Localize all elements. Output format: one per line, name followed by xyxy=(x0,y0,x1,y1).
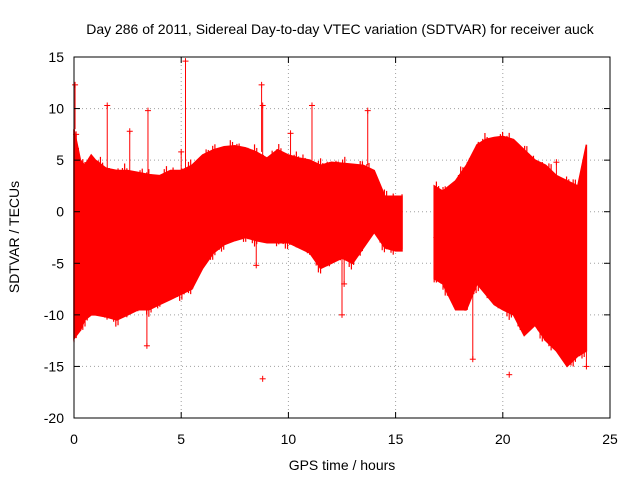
y-tick-label: 5 xyxy=(56,152,64,168)
x-tick-label: 5 xyxy=(177,431,185,447)
data-series-sdtvar xyxy=(72,58,590,382)
y-tick-label: 15 xyxy=(48,49,64,65)
outlier-point xyxy=(506,371,513,378)
outlier-point xyxy=(339,258,345,318)
data-band-segment-1 xyxy=(73,129,403,341)
y-tick-label: -20 xyxy=(44,410,64,426)
outlier-point xyxy=(308,102,315,161)
outlier-point xyxy=(583,350,590,370)
outlier-point xyxy=(259,375,266,382)
x-tick-label: 20 xyxy=(495,431,511,447)
outlier-point xyxy=(259,102,266,159)
outlier-point xyxy=(287,130,294,155)
outlier-point xyxy=(104,102,111,169)
y-tick-label: -5 xyxy=(52,255,65,271)
outlier-point xyxy=(126,128,133,171)
outlier-point xyxy=(433,234,440,279)
outlier-point xyxy=(144,107,151,175)
x-tick-label: 10 xyxy=(281,431,297,447)
y-tick-label: -15 xyxy=(44,358,64,374)
x-tick-label: 0 xyxy=(70,431,78,447)
y-tick-label: 10 xyxy=(48,101,64,117)
outlier-point xyxy=(178,148,185,171)
x-tick-label: 25 xyxy=(602,431,618,447)
plot-frame xyxy=(73,56,611,419)
chart-title: Day 286 of 2011, Sidereal Day-to-day VTE… xyxy=(86,21,595,37)
y-tick-label: 0 xyxy=(56,204,64,220)
axis-ticks: 0 5 10 15 20 25 15 10 5 0 -5 -10 -15 -20 xyxy=(44,49,618,447)
x-tick-label: 15 xyxy=(388,431,404,447)
data-band-segment-2 xyxy=(433,135,588,368)
outlier-point xyxy=(72,81,79,130)
outlier-point xyxy=(182,58,189,171)
outlier-point xyxy=(469,283,476,363)
y-tick-label: -10 xyxy=(44,307,64,323)
outlier-point xyxy=(258,81,265,152)
outlier-point xyxy=(553,159,560,176)
outlier-point xyxy=(143,309,150,349)
outlier-point xyxy=(253,240,260,269)
y-axis-label: SDTVAR / TECUs xyxy=(6,181,22,293)
x-axis-label: GPS time / hours xyxy=(289,457,396,473)
outlier-point xyxy=(364,107,371,166)
